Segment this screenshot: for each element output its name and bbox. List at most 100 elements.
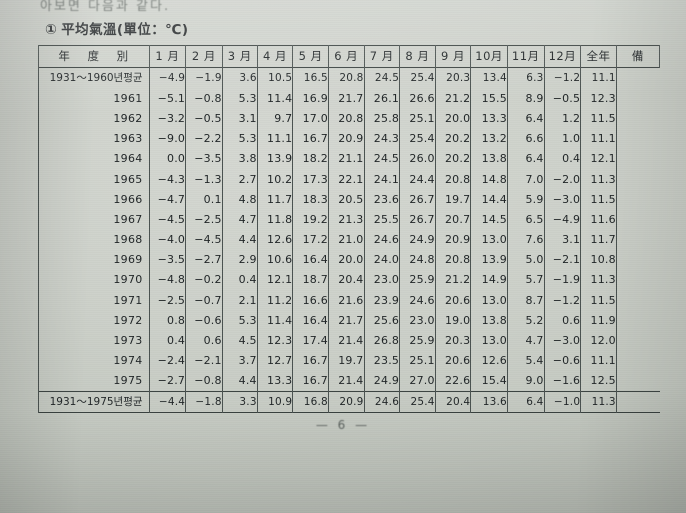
cell-month-13: 10.8 — [580, 249, 617, 270]
cell-month-12: −1.9 — [543, 269, 582, 291]
cell-month-13: 11.7 — [580, 229, 617, 250]
cell-month-8: 25.4 — [399, 128, 436, 149]
table-summary-row: 1931〜1975년평균 −4.4 −1.8 3.3 10.9 16.8 20.9 24.6 2… — [38, 391, 660, 413]
cell-month-4: 11.4 — [256, 310, 294, 331]
cell-remarks — [615, 168, 660, 190]
cell-month-11: 5.4 — [506, 350, 545, 371]
column-header-jun: 6 月 — [327, 45, 365, 68]
cell-month-4: 13.3 — [256, 370, 294, 392]
column-header-sep: 9 月 — [434, 45, 472, 68]
cell-month-9: 22.6 — [434, 370, 472, 392]
cell-month-10: 13.0 — [470, 330, 508, 351]
cell-month-3: 0.4 — [221, 269, 258, 291]
cell-month-9: 20.7 — [434, 209, 472, 230]
row-label-year: 1963 — [38, 128, 150, 149]
cell-month-12: −4.9 — [543, 209, 582, 230]
caption-marker: ① — [45, 22, 58, 38]
summary-cell-month-1: −4.4 — [148, 391, 187, 413]
table-row: 1975 −2.7 −0.8 4.4 13.3 16.7 21.4 24.9 27.0 22.6 1… — [38, 370, 660, 392]
cell-month-4: 12.1 — [256, 269, 294, 291]
row-label-year: 1962 — [38, 108, 150, 129]
cell-month-4: 10.5 — [256, 67, 294, 89]
cell-month-2: −1.3 — [185, 168, 223, 190]
cell-month-6: 20.4 — [327, 269, 365, 291]
cell-month-4: 10.6 — [256, 249, 294, 270]
cell-month-3: 4.4 — [221, 229, 258, 250]
column-header-year: 年 度 別 — [38, 45, 150, 68]
row-label-year: 1964 — [38, 148, 150, 169]
cell-month-5: 16.4 — [292, 249, 329, 270]
cell-month-9: 20.3 — [434, 330, 472, 351]
cell-month-13: 12.3 — [580, 88, 617, 109]
column-header-may: 5 月 — [292, 45, 329, 68]
cell-remarks — [615, 269, 660, 291]
cell-month-9: 20.9 — [434, 229, 472, 250]
summary-cell-remarks — [615, 391, 660, 413]
cell-month-6: 20.9 — [327, 128, 365, 149]
cell-month-5: 16.5 — [292, 67, 329, 89]
summary-cell-month-11: 6.4 — [506, 391, 545, 413]
cell-remarks — [615, 108, 660, 129]
cell-month-6: 19.7 — [327, 350, 365, 371]
summary-cell-month-2: −1.8 — [185, 391, 223, 413]
cell-month-10: 13.8 — [470, 148, 508, 169]
cell-remarks — [615, 209, 660, 230]
cell-month-6: 21.3 — [327, 209, 365, 230]
cell-month-2: −2.2 — [185, 128, 223, 149]
cell-month-3: 2.7 — [221, 168, 258, 190]
row-label-year: 1967 — [38, 209, 150, 230]
cell-month-9: 20.8 — [434, 168, 472, 190]
cell-month-5: 19.2 — [292, 209, 329, 230]
table-row: 1961 −5.1 −0.8 5.3 11.4 16.9 21.7 26.1 26.6 21.2 1… — [38, 88, 660, 109]
table-row: 1931〜1960년평균 −4.9 −1.9 3.6 10.5 16.5 20.8 24.5 2… — [38, 67, 660, 89]
cell-month-12: 0.6 — [543, 310, 582, 331]
cell-month-2: −0.2 — [185, 269, 223, 291]
cell-month-6: 21.4 — [327, 370, 365, 392]
cell-month-5: 16.6 — [292, 290, 329, 311]
summary-cell-month-13: 11.3 — [580, 391, 617, 413]
cell-remarks — [615, 67, 660, 89]
cell-month-5: 16.7 — [292, 128, 329, 149]
cell-month-5: 18.3 — [292, 189, 329, 210]
row-label-year: 1972 — [38, 310, 150, 331]
cell-month-12: 3.1 — [543, 229, 582, 250]
cell-month-1: −5.1 — [148, 88, 187, 109]
cell-month-2: 0.1 — [185, 189, 223, 210]
cell-month-13: 11.3 — [580, 168, 617, 190]
cell-month-7: 25.8 — [363, 108, 401, 129]
cell-remarks — [615, 290, 660, 311]
cell-month-8: 24.6 — [399, 290, 436, 311]
cell-month-3: 4.8 — [221, 189, 258, 210]
table-row: 1971 −2.5 −0.7 2.1 11.2 16.6 21.6 23.9 24.6 20.6 1… — [38, 290, 660, 311]
cell-month-11: 4.7 — [506, 330, 545, 351]
cell-month-7: 24.0 — [363, 249, 401, 270]
cell-month-9: 20.6 — [434, 350, 472, 371]
cell-month-8: 25.1 — [399, 350, 436, 371]
cell-month-10: 13.3 — [470, 108, 508, 129]
cell-month-4: 11.7 — [256, 189, 294, 210]
cell-month-12: 1.0 — [543, 128, 582, 149]
cell-month-12: −1.6 — [543, 370, 582, 392]
cell-month-7: 24.9 — [363, 370, 401, 392]
cell-month-1: −4.5 — [148, 209, 187, 230]
cell-month-6: 22.1 — [327, 168, 365, 190]
cell-month-1: −3.2 — [148, 108, 187, 129]
cell-month-11: 8.9 — [506, 88, 545, 109]
cell-month-11: 7.0 — [506, 168, 545, 190]
cell-remarks — [615, 370, 660, 392]
cell-remarks — [615, 128, 660, 149]
cell-remarks — [615, 88, 660, 109]
cell-month-12: −2.1 — [543, 249, 582, 270]
cell-month-10: 13.4 — [470, 67, 508, 89]
table-row: 1966 −4.7 0.1 4.8 11.7 18.3 20.5 23.6 26.7 19.7 14… — [38, 189, 660, 210]
cell-month-6: 21.4 — [327, 330, 365, 351]
column-header-apr: 4 月 — [256, 45, 294, 68]
table-row: 1972 0.8 −0.6 5.3 11.4 16.4 21.7 25.6 23.0 19.0 13… — [38, 310, 660, 331]
cell-month-6: 21.1 — [327, 148, 365, 169]
cell-month-1: −9.0 — [148, 128, 187, 149]
row-label-year: 1969 — [38, 249, 150, 270]
cell-month-9: 20.6 — [434, 290, 472, 311]
cell-month-8: 26.6 — [399, 88, 436, 109]
caption-text: 平均氣溫(單位：℃) — [61, 22, 189, 38]
cell-month-4: 12.7 — [256, 350, 294, 371]
